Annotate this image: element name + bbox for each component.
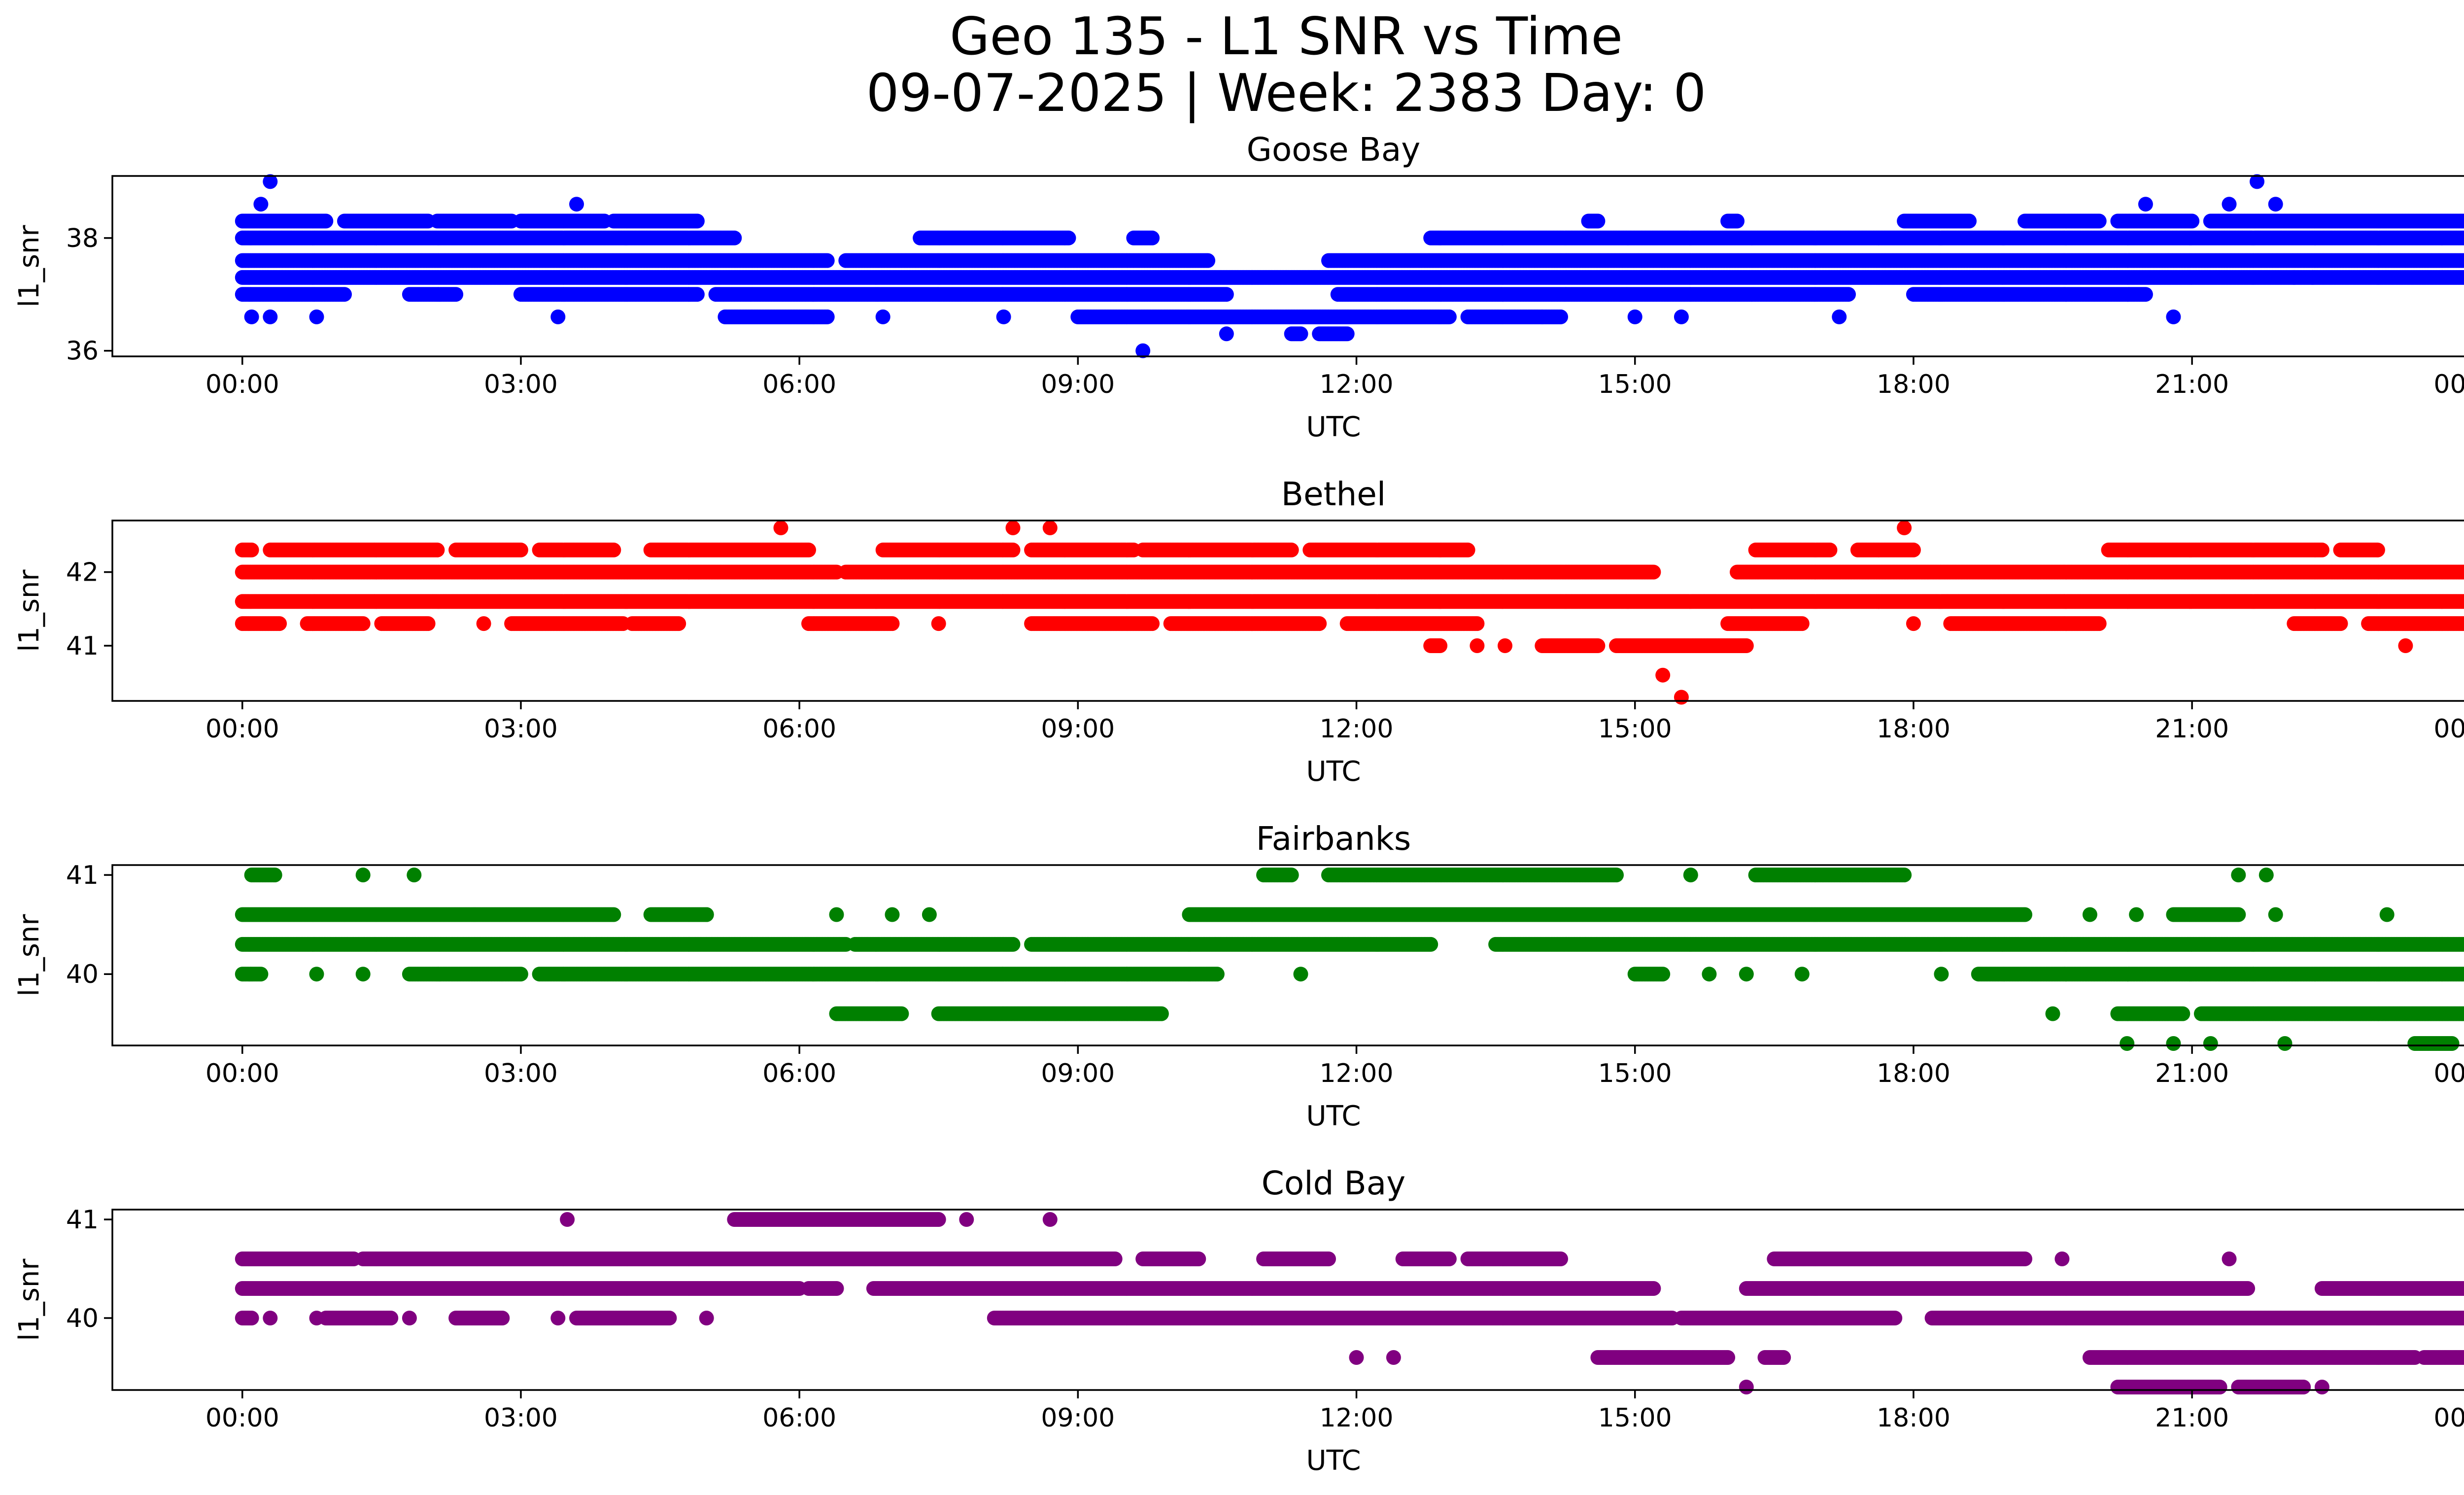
- data-point: [1730, 213, 1745, 229]
- data-point: [727, 230, 742, 245]
- data-point: [1962, 213, 1977, 229]
- data-point: [1200, 253, 1216, 268]
- data-point: [448, 287, 464, 302]
- subplot-goose-bay: Goose Bay 00:00 03:00 06:00 09:00 12:00 15:00…: [13, 131, 2464, 443]
- data-point: [689, 213, 705, 229]
- data-point: [1145, 230, 1160, 245]
- data-point: [2091, 213, 2107, 229]
- data-point: [820, 253, 835, 268]
- subplot-title: Goose Bay: [1247, 131, 1421, 169]
- figure-title-line2: 09-07-2025 | Week: 2383 Day: 0: [866, 63, 1707, 124]
- plot-points: [235, 174, 2464, 358]
- data-point: [1590, 213, 1606, 229]
- data-point: [1061, 230, 1076, 245]
- data-point: [2185, 213, 2200, 229]
- data-point: [689, 287, 705, 302]
- data-point: [318, 213, 334, 229]
- data-point: [337, 287, 352, 302]
- figure-title-line1: Geo 135 - L1 SNR vs Time: [950, 6, 1623, 67]
